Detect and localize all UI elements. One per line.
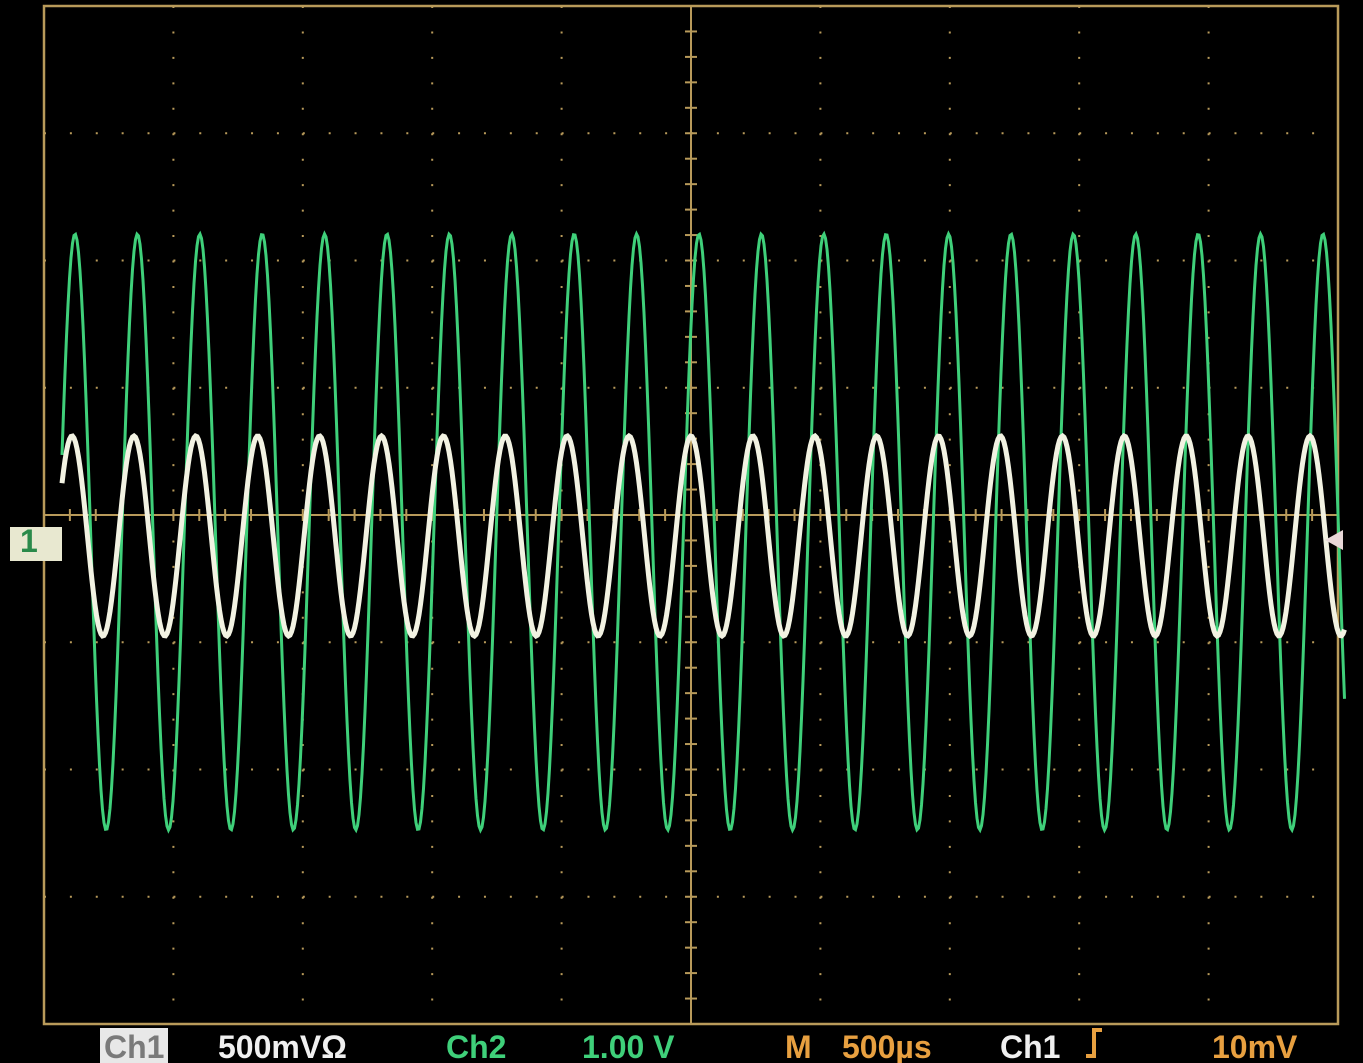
timebase: 500µs xyxy=(842,1029,932,1063)
page: 1 Ch1 500mVΩ Ch2 1.00 V M 500µs Ch1 10mV… xyxy=(0,0,1363,1063)
ground-marker-label: 1 xyxy=(20,523,38,559)
timebase-label: M xyxy=(785,1029,812,1063)
background xyxy=(0,0,1363,1063)
ch1-scale: 500mVΩ xyxy=(218,1029,347,1063)
trigger-source: Ch1 xyxy=(1000,1029,1060,1063)
trigger-level: 10mV xyxy=(1212,1029,1298,1063)
ch2-label: Ch2 xyxy=(446,1029,506,1063)
ch2-scale: 1.00 V xyxy=(582,1029,675,1063)
oscilloscope-screen: 1 Ch1 500mVΩ Ch2 1.00 V M 500µs Ch1 10mV xyxy=(0,0,1363,1063)
ch1-label: Ch1 xyxy=(104,1029,164,1063)
